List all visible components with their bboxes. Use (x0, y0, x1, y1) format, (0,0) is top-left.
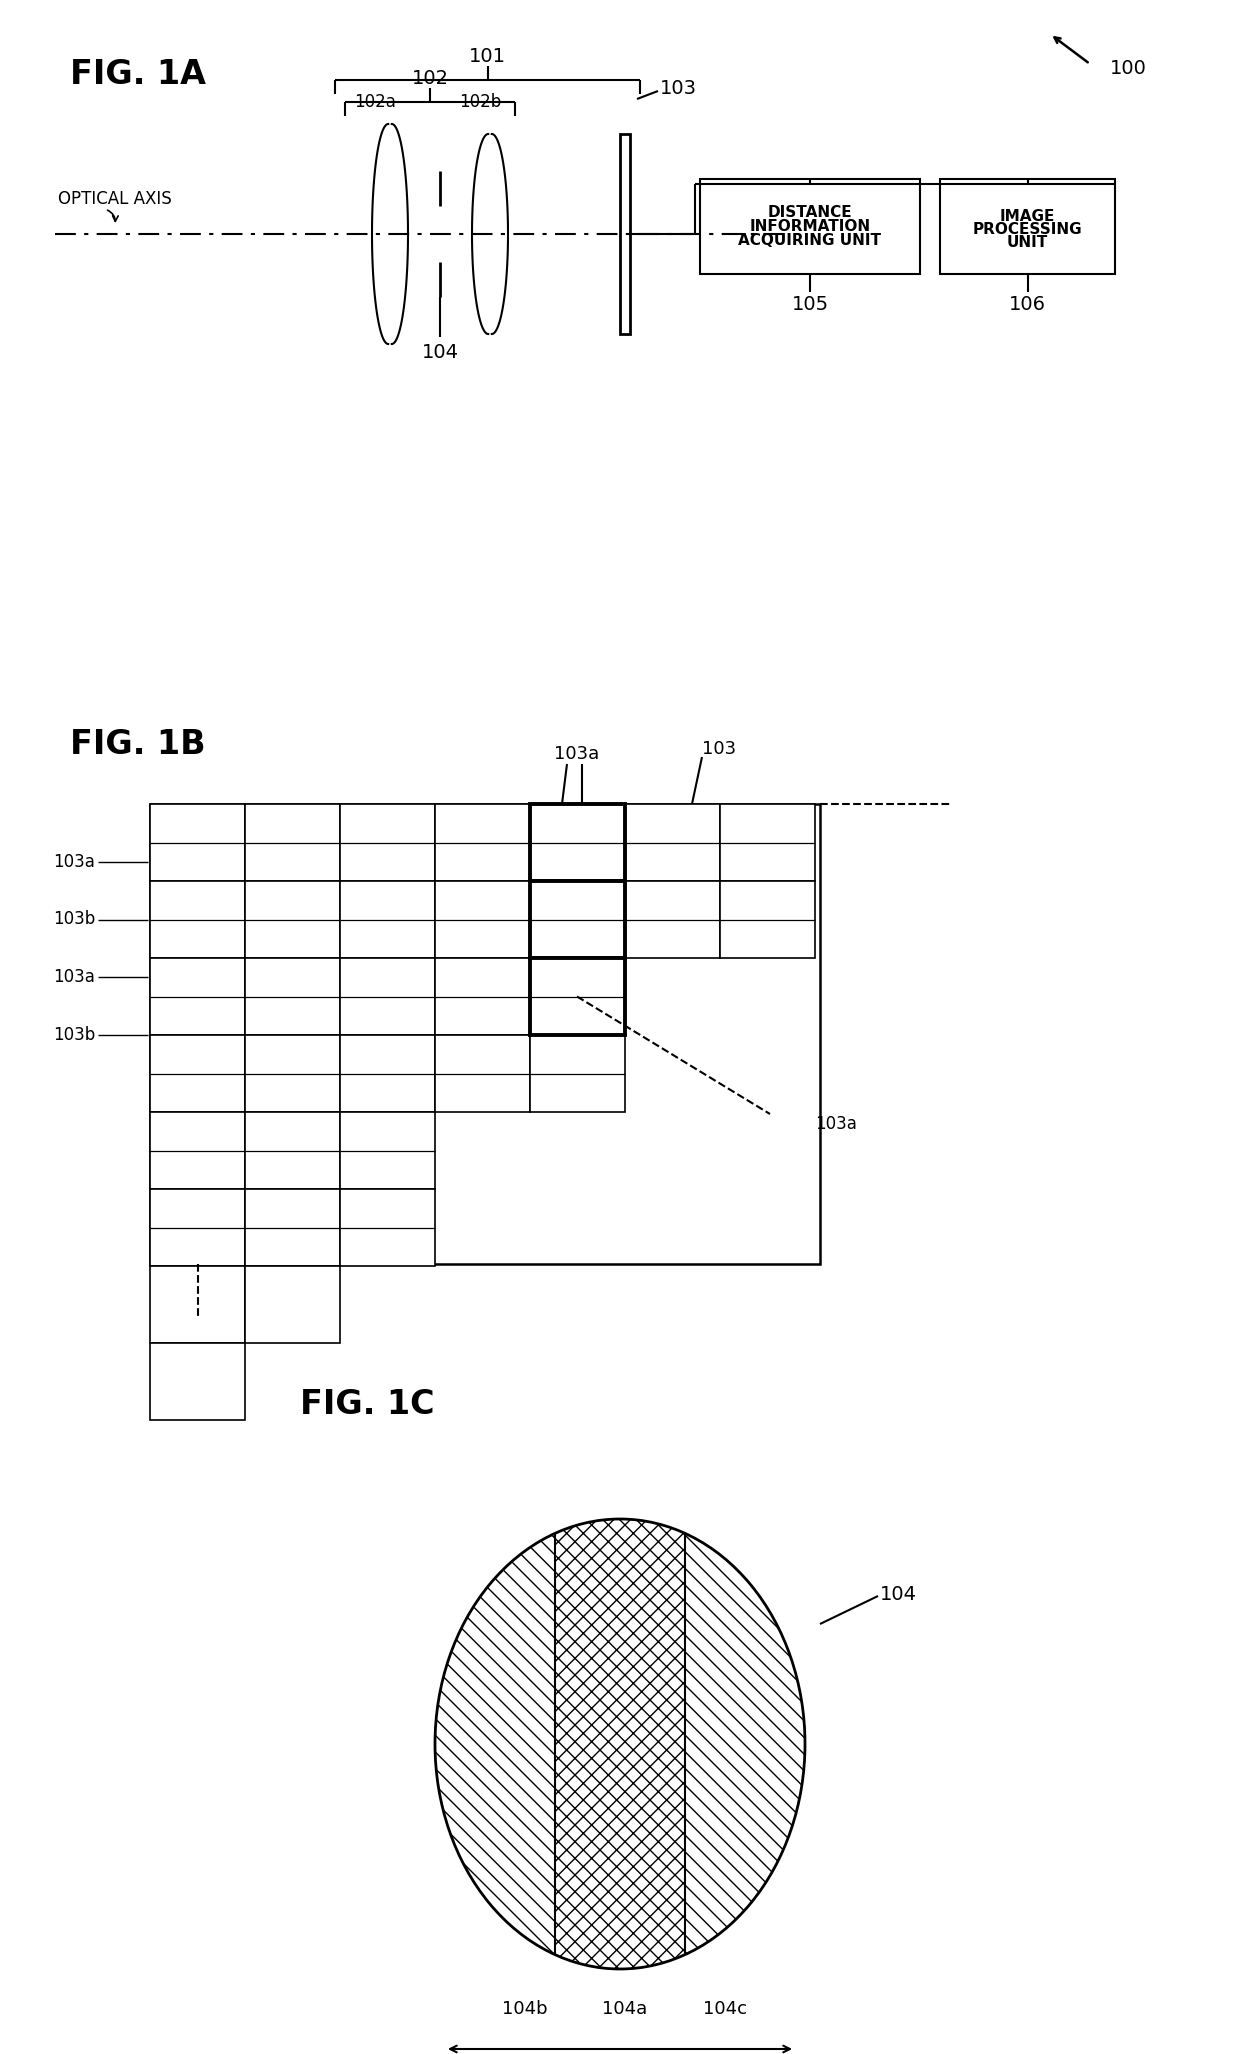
Bar (246, 1035, 340, 1111)
Bar (340, 881, 435, 957)
Bar (435, 1520, 556, 1970)
Bar (529, 803, 625, 881)
Bar (720, 803, 815, 881)
Bar (150, 803, 246, 881)
Text: 102: 102 (412, 68, 449, 88)
Text: INFORMATION: INFORMATION (749, 220, 870, 234)
Bar (684, 1520, 805, 1970)
Bar (556, 1520, 684, 1970)
Text: DISTANCE: DISTANCE (768, 205, 852, 220)
Bar (150, 957, 246, 1035)
Text: 103: 103 (702, 739, 737, 758)
Text: 102b: 102b (459, 92, 501, 111)
Bar (340, 1111, 435, 1189)
Text: UNIT: UNIT (1007, 234, 1048, 251)
Text: FIG. 1B: FIG. 1B (69, 727, 206, 760)
Text: 104c: 104c (703, 2001, 746, 2017)
Bar (625, 803, 720, 881)
Bar (246, 1111, 340, 1189)
Bar (529, 803, 625, 881)
Bar (340, 1189, 435, 1265)
Bar (246, 1265, 340, 1343)
Bar (340, 957, 435, 1035)
Bar (150, 1111, 246, 1189)
Bar (940, 179, 1115, 273)
Bar (150, 881, 246, 957)
Text: 100: 100 (1110, 60, 1147, 78)
Bar (246, 957, 340, 1035)
Text: 103b: 103b (53, 1027, 95, 1043)
Text: OPTICAL AXIS: OPTICAL AXIS (58, 191, 172, 207)
Bar (150, 1343, 246, 1419)
Bar (529, 957, 625, 1035)
Text: 103a: 103a (554, 746, 600, 762)
Text: FIG. 1C: FIG. 1C (300, 1389, 435, 1421)
Text: 103a: 103a (53, 967, 95, 986)
Bar (720, 881, 815, 957)
Bar (701, 179, 920, 273)
Bar (150, 1189, 246, 1265)
Bar (620, 134, 630, 335)
Bar (529, 1035, 625, 1111)
Bar (340, 803, 435, 881)
Bar (529, 957, 625, 1035)
Text: 104: 104 (422, 343, 459, 362)
Bar (246, 881, 340, 957)
Bar (435, 881, 529, 957)
Text: 103: 103 (660, 80, 697, 99)
Bar (529, 881, 625, 957)
Bar (150, 1265, 246, 1343)
Text: 105: 105 (791, 294, 828, 314)
Text: 103a: 103a (53, 852, 95, 871)
Bar (435, 1035, 529, 1111)
Bar (435, 957, 529, 1035)
Bar (246, 1189, 340, 1265)
Text: 104a: 104a (603, 2001, 647, 2017)
Text: ACQUIRING UNIT: ACQUIRING UNIT (739, 232, 882, 249)
Text: 104b: 104b (502, 2001, 548, 2017)
Bar (625, 881, 720, 957)
Text: 102a: 102a (355, 92, 396, 111)
Text: 106: 106 (1009, 294, 1047, 314)
Text: 103a: 103a (815, 1115, 857, 1134)
Text: 103b: 103b (53, 910, 95, 928)
Bar (246, 803, 340, 881)
Text: 104: 104 (880, 1584, 918, 1604)
Text: 101: 101 (469, 47, 506, 66)
Text: PROCESSING: PROCESSING (972, 222, 1083, 236)
Bar (435, 803, 529, 881)
Bar (150, 1035, 246, 1111)
Bar (150, 803, 820, 1263)
Text: FIG. 1A: FIG. 1A (69, 58, 206, 90)
Bar (340, 1035, 435, 1111)
Bar (529, 881, 625, 957)
Text: IMAGE: IMAGE (999, 210, 1055, 224)
